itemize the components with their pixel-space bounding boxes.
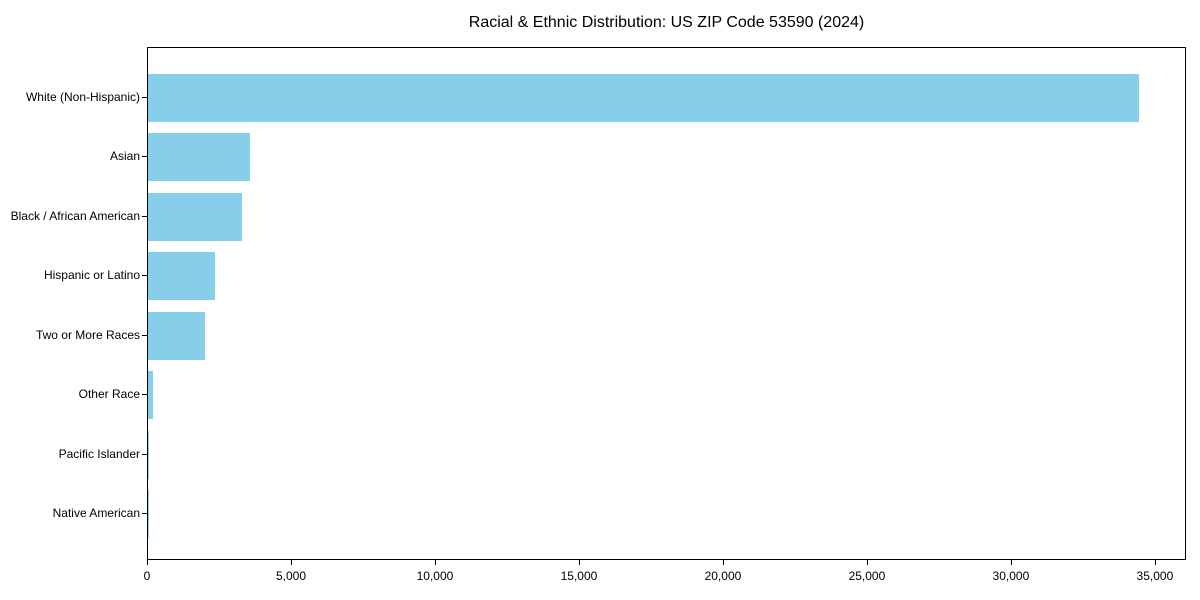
y-tick-label: Hispanic or Latino [43,268,140,283]
y-tick-label: Black / African American [10,208,140,223]
y-tick-label: White (Non-Hispanic) [25,90,140,104]
bar-white-non-hispanic [148,74,1139,122]
y-tick-label: Asian [109,149,140,164]
x-tick-mark [147,560,148,565]
bar-hispanic-or-latino [148,252,216,301]
y-tick-mark [142,453,147,455]
y-tick-label: Pacific Islander [58,446,140,461]
y-tick-mark [142,513,147,514]
x-tick-label: 15,000 [560,569,598,583]
x-tick-label: 35,000 [1136,569,1174,583]
x-tick-label: 30,000 [992,569,1030,583]
x-tick-label: 25,000 [848,569,886,583]
x-tick-mark [1010,560,1012,565]
chart-title: Racial & Ethnic Distribution: US ZIP Cod… [468,14,865,31]
x-tick-mark [290,560,292,565]
x-tick-mark [434,560,436,565]
x-tick-mark [1154,560,1156,565]
bar-two-or-more-races [148,311,206,360]
y-tick-label: Native American [52,506,140,520]
y-tick-label: Other Race [78,387,140,402]
x-tick-mark [866,560,868,565]
bar-asian [148,133,250,182]
y-tick-mark [142,394,147,396]
x-tick-label: 20,000 [704,569,742,583]
x-tick-label: 10,000 [416,569,454,583]
bar-black-african-american [148,192,242,241]
y-tick-mark [142,156,147,158]
x-tick-label: 5,000 [275,569,306,583]
x-tick-mark [578,560,580,565]
x-tick-mark [722,560,724,565]
bar-pacific-islander [148,430,149,479]
plot-area [147,47,1186,560]
y-tick-mark [142,334,147,336]
y-tick-mark [142,215,147,217]
y-tick-mark [142,275,147,277]
bar-other-race [148,371,154,420]
y-tick-mark [142,97,147,98]
y-tick-label: Two or More Races [35,327,140,342]
x-tick-label: 0 [143,569,151,583]
